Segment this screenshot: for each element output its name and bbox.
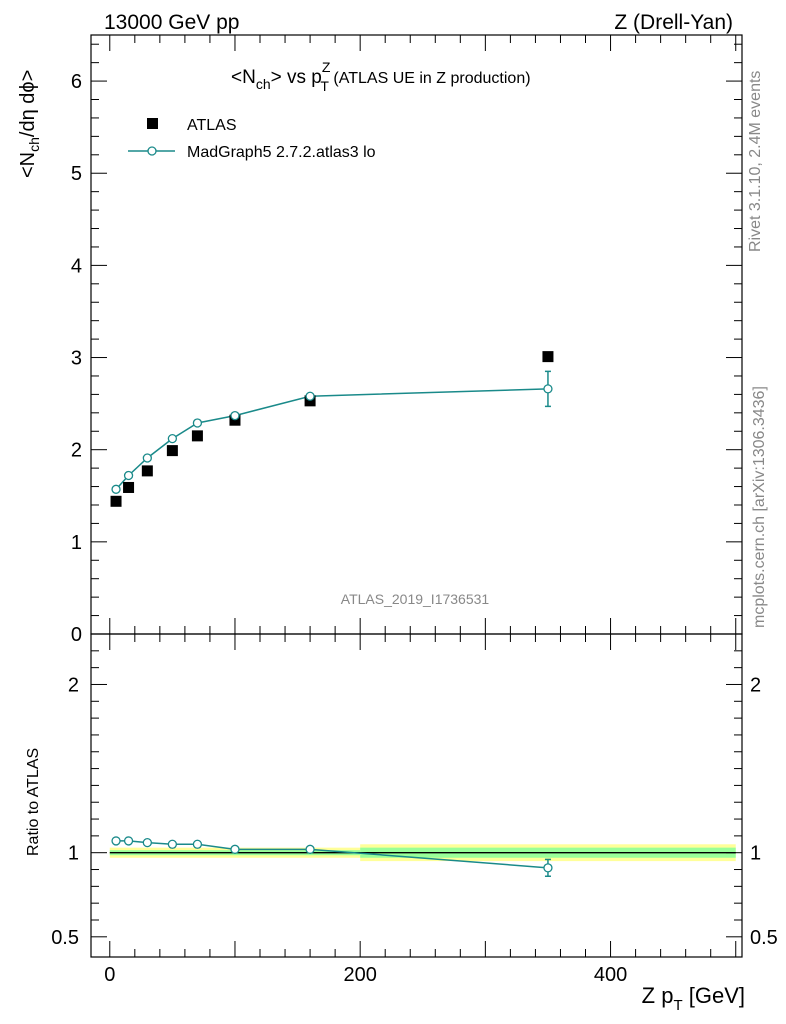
main-y-axis-title: <Nch/dη dϕ> — [17, 70, 42, 178]
ratio-x-axis: 0 200 400 — [104, 634, 737, 986]
ratio-mc-point — [543, 863, 553, 873]
atlas-data-point — [166, 445, 178, 457]
ratio-mc-point — [167, 839, 178, 849]
plot-title: <Nch> vs pZ T (ATLAS UE in Z production) — [231, 59, 531, 94]
plot-title-n: <N — [231, 67, 256, 88]
main-y-tick-label: 1 — [71, 532, 82, 554]
main-y-axis-title-a: <N — [17, 152, 39, 178]
ratio-plot: 0.5 0.5 1 1 2 2 0 200 400 Ratio to ATLAS Z pT [… — [25, 633, 778, 1014]
main-y-tick-label: 3 — [71, 348, 82, 370]
mcplots-label: mcplots.cern.ch [arXiv:1306.3436] — [751, 386, 768, 628]
x-axis-title-sub: T — [673, 997, 682, 1014]
x-axis-title: Z pT [GeV] — [642, 983, 745, 1014]
main-y-axis: 0 1 2 3 4 5 6 — [71, 43, 742, 646]
atlas-data-point — [191, 430, 203, 442]
x-tick-label: 0 — [104, 964, 115, 986]
main-y-axis-title-c: /dη dϕ> — [17, 70, 39, 137]
mc-data-point — [167, 433, 178, 444]
main-data-marks — [110, 351, 554, 507]
rivet-label: Rivet 3.1.10, 2.4M events — [747, 71, 764, 252]
ratio-y-tick-label: 1 — [68, 843, 79, 865]
plot-title-sup: Z — [322, 59, 331, 75]
header-right: Z (Drell-Yan) — [614, 11, 733, 34]
x-axis-title-a: Z p — [642, 983, 674, 1008]
main-y-tick-label: 6 — [71, 71, 82, 93]
x-tick-label: 200 — [343, 964, 376, 986]
ratio-data-marks — [111, 836, 553, 877]
ratio-y-tick-label: 2 — [68, 674, 79, 696]
mc-data-point — [543, 384, 553, 394]
atlas-data-point — [542, 351, 554, 363]
ratio-mc-point — [111, 836, 121, 846]
atlas-data-point — [141, 465, 153, 477]
main-y-tick-label: 4 — [71, 255, 82, 277]
mc-data-point — [142, 453, 152, 463]
ratio-mc-point — [305, 844, 315, 854]
mc-series-line — [115, 388, 548, 490]
legend-atlas-marker — [147, 118, 158, 129]
header-left: 13000 GeV pp — [104, 11, 239, 34]
plot-title-vs: > vs p — [271, 67, 322, 88]
ratio-y-tick-label: 0.5 — [51, 927, 79, 949]
plot-title-ch: ch — [256, 76, 271, 92]
main-y-tick-label: 2 — [71, 440, 82, 462]
analysis-watermark: ATLAS_2019_I1736531 — [341, 591, 490, 607]
ratio-y-tick-label-right: 0.5 — [750, 927, 778, 949]
ratio-mc-point — [142, 837, 152, 848]
mc-data-point — [111, 484, 121, 494]
x-axis-title-b: [GeV] — [683, 983, 745, 1008]
ratio-mc-point — [192, 839, 203, 849]
ratio-y-axis: 0.5 0.5 1 1 2 2 — [51, 650, 778, 949]
main-x-axis-ticks — [109, 35, 737, 634]
plot-title-rest: (ATLAS UE in Z production) — [329, 70, 531, 87]
ratio-mc-point — [123, 836, 134, 846]
ratio-y-axis-title: Ratio to ATLAS — [25, 748, 42, 856]
legend-mc-marker — [147, 146, 157, 156]
plot-title-sub: T — [320, 78, 329, 94]
mc-data-point — [192, 418, 203, 428]
ratio-y-tick-label-right: 1 — [750, 843, 761, 865]
mc-data-point — [305, 391, 315, 401]
atlas-data-point — [110, 495, 122, 507]
mc-data-point — [123, 470, 134, 481]
main-y-axis-title-b: ch — [26, 137, 42, 152]
mc-data-point — [230, 410, 240, 421]
ratio-y-tick-label-right: 2 — [750, 674, 761, 696]
main-y-tick-label: 0 — [71, 624, 82, 646]
legend-mc-label: MadGraph5 2.7.2.atlas3 lo — [187, 144, 376, 161]
atlas-data-point — [123, 481, 135, 493]
ratio-mc-point — [230, 844, 240, 854]
legend: ATLAS MadGraph5 2.7.2.atlas3 lo — [128, 117, 376, 161]
ratio-plot-frame — [90, 633, 743, 958]
legend-atlas-label: ATLAS — [187, 117, 237, 134]
x-tick-label: 400 — [594, 964, 627, 986]
main-y-tick-label: 5 — [71, 163, 82, 185]
